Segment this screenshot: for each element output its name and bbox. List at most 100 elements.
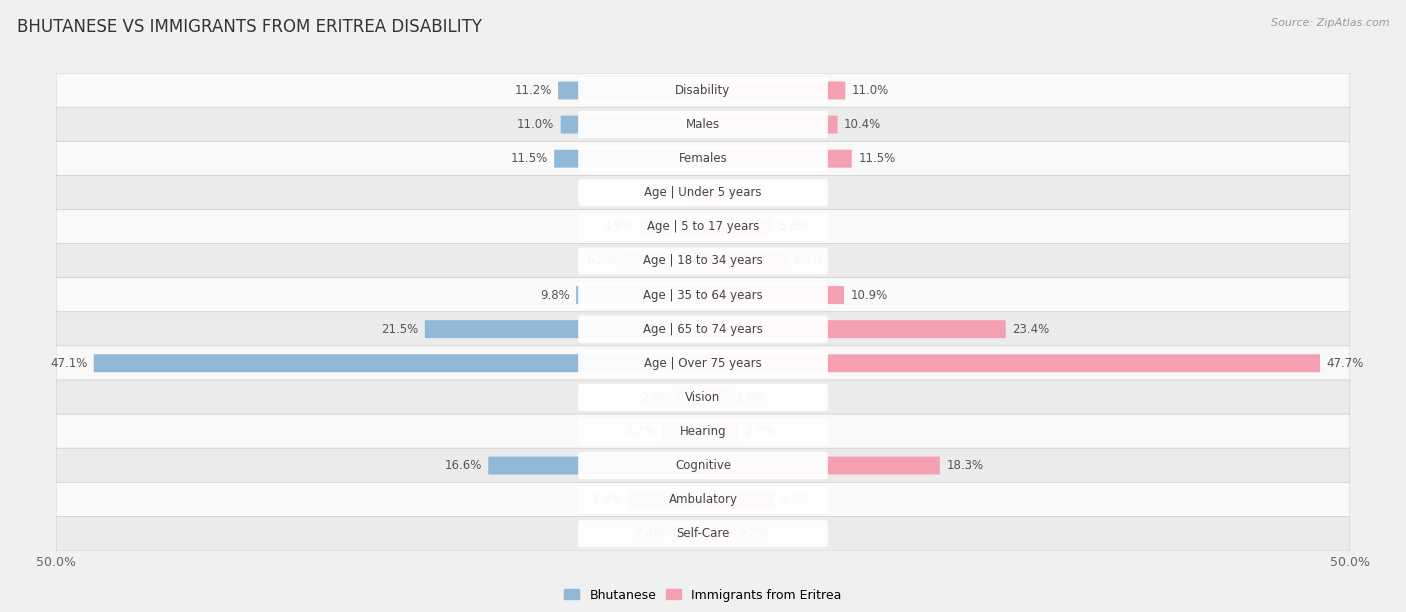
Text: Disability: Disability — [675, 84, 731, 97]
FancyBboxPatch shape — [703, 184, 718, 202]
FancyBboxPatch shape — [56, 244, 1350, 278]
Text: 11.0%: 11.0% — [852, 84, 889, 97]
Text: Hearing: Hearing — [679, 425, 727, 438]
Text: 47.7%: 47.7% — [1326, 357, 1364, 370]
FancyBboxPatch shape — [94, 354, 703, 372]
FancyBboxPatch shape — [578, 111, 828, 138]
Text: 3.2%: 3.2% — [626, 425, 655, 438]
FancyBboxPatch shape — [578, 316, 828, 343]
FancyBboxPatch shape — [662, 422, 703, 441]
Text: Source: ZipAtlas.com: Source: ZipAtlas.com — [1271, 18, 1389, 28]
Text: 2.2%: 2.2% — [738, 528, 768, 540]
FancyBboxPatch shape — [703, 150, 852, 168]
FancyBboxPatch shape — [558, 81, 703, 100]
FancyBboxPatch shape — [56, 380, 1350, 415]
Text: Females: Females — [679, 152, 727, 165]
FancyBboxPatch shape — [56, 482, 1350, 517]
Text: Age | Over 75 years: Age | Over 75 years — [644, 357, 762, 370]
Legend: Bhutanese, Immigrants from Eritrea: Bhutanese, Immigrants from Eritrea — [560, 584, 846, 606]
FancyBboxPatch shape — [56, 278, 1350, 313]
Text: 9.8%: 9.8% — [540, 289, 569, 302]
FancyBboxPatch shape — [576, 286, 703, 304]
Text: 6.5%: 6.5% — [793, 255, 824, 267]
FancyBboxPatch shape — [56, 209, 1350, 244]
Text: Age | Under 5 years: Age | Under 5 years — [644, 186, 762, 200]
FancyBboxPatch shape — [640, 218, 703, 236]
Text: 2.7%: 2.7% — [744, 425, 775, 438]
FancyBboxPatch shape — [578, 452, 828, 479]
FancyBboxPatch shape — [688, 184, 703, 202]
FancyBboxPatch shape — [578, 282, 828, 308]
Text: Self-Care: Self-Care — [676, 528, 730, 540]
FancyBboxPatch shape — [56, 346, 1350, 381]
FancyBboxPatch shape — [703, 491, 775, 509]
Text: 5.3%: 5.3% — [778, 220, 807, 233]
FancyBboxPatch shape — [703, 457, 939, 474]
Text: 11.5%: 11.5% — [858, 152, 896, 165]
Text: Ambulatory: Ambulatory — [668, 493, 738, 506]
FancyBboxPatch shape — [703, 524, 731, 543]
Text: Males: Males — [686, 118, 720, 131]
Text: Age | 18 to 34 years: Age | 18 to 34 years — [643, 255, 763, 267]
FancyBboxPatch shape — [56, 73, 1350, 108]
FancyBboxPatch shape — [56, 107, 1350, 142]
FancyBboxPatch shape — [578, 384, 828, 411]
FancyBboxPatch shape — [561, 116, 703, 133]
Text: 1.2%: 1.2% — [725, 186, 755, 200]
FancyBboxPatch shape — [578, 179, 828, 206]
Text: BHUTANESE VS IMMIGRANTS FROM ERITREA DISABILITY: BHUTANESE VS IMMIGRANTS FROM ERITREA DIS… — [17, 18, 482, 36]
Text: 5.5%: 5.5% — [780, 493, 810, 506]
FancyBboxPatch shape — [578, 77, 828, 104]
FancyBboxPatch shape — [56, 414, 1350, 449]
Text: 2.0%: 2.0% — [735, 391, 765, 404]
FancyBboxPatch shape — [425, 320, 703, 338]
FancyBboxPatch shape — [703, 286, 844, 304]
FancyBboxPatch shape — [56, 517, 1350, 551]
FancyBboxPatch shape — [578, 145, 828, 172]
Text: Age | 5 to 17 years: Age | 5 to 17 years — [647, 220, 759, 233]
Text: 4.9%: 4.9% — [603, 220, 633, 233]
FancyBboxPatch shape — [703, 252, 787, 270]
FancyBboxPatch shape — [578, 418, 828, 445]
FancyBboxPatch shape — [703, 218, 772, 236]
FancyBboxPatch shape — [672, 524, 703, 543]
FancyBboxPatch shape — [703, 422, 738, 441]
Text: 2.0%: 2.0% — [641, 391, 671, 404]
FancyBboxPatch shape — [578, 520, 828, 547]
FancyBboxPatch shape — [56, 176, 1350, 210]
Text: 23.4%: 23.4% — [1012, 323, 1049, 335]
Text: 2.4%: 2.4% — [636, 528, 665, 540]
Text: Age | 65 to 74 years: Age | 65 to 74 years — [643, 323, 763, 335]
FancyBboxPatch shape — [56, 312, 1350, 346]
FancyBboxPatch shape — [703, 81, 845, 100]
FancyBboxPatch shape — [623, 252, 703, 270]
Text: 11.2%: 11.2% — [515, 84, 551, 97]
Text: 21.5%: 21.5% — [381, 323, 419, 335]
Text: Age | 35 to 64 years: Age | 35 to 64 years — [643, 289, 763, 302]
FancyBboxPatch shape — [628, 491, 703, 509]
FancyBboxPatch shape — [703, 116, 838, 133]
Text: 18.3%: 18.3% — [946, 459, 983, 472]
FancyBboxPatch shape — [678, 389, 703, 406]
Text: 1.2%: 1.2% — [651, 186, 681, 200]
Text: 10.9%: 10.9% — [851, 289, 887, 302]
Text: Cognitive: Cognitive — [675, 459, 731, 472]
FancyBboxPatch shape — [56, 448, 1350, 483]
Text: 5.8%: 5.8% — [592, 493, 621, 506]
FancyBboxPatch shape — [578, 349, 828, 377]
FancyBboxPatch shape — [578, 486, 828, 513]
FancyBboxPatch shape — [703, 320, 1005, 338]
FancyBboxPatch shape — [578, 214, 828, 241]
FancyBboxPatch shape — [578, 247, 828, 275]
Text: 47.1%: 47.1% — [49, 357, 87, 370]
Text: 6.2%: 6.2% — [586, 255, 616, 267]
Text: 11.0%: 11.0% — [517, 118, 554, 131]
Text: 16.6%: 16.6% — [444, 459, 482, 472]
Text: Vision: Vision — [685, 391, 721, 404]
Text: 10.4%: 10.4% — [844, 118, 882, 131]
FancyBboxPatch shape — [703, 389, 728, 406]
Text: 11.5%: 11.5% — [510, 152, 548, 165]
FancyBboxPatch shape — [488, 457, 703, 474]
FancyBboxPatch shape — [554, 150, 703, 168]
FancyBboxPatch shape — [56, 141, 1350, 176]
